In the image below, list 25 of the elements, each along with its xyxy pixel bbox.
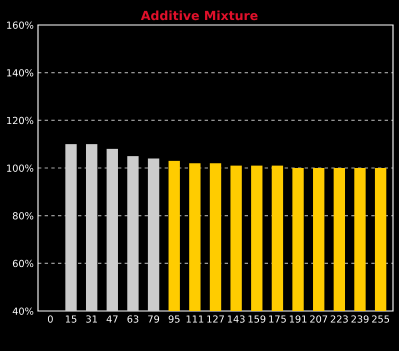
x-tick-label: 31 [86,315,97,323]
x-tick-label: 15 [66,315,76,323]
x-tick-label: 223 [330,315,348,323]
y-tick-label: 160% [7,21,34,29]
x-tick-label: 159 [248,315,266,323]
y-tick-label: 120% [7,116,34,124]
x-tick-label: 239 [351,315,369,323]
x-tick-label: 127 [207,315,224,323]
y-tick-label: 100% [7,164,34,172]
x-tick-label: 79 [148,315,160,323]
x-tick-label: 95 [168,315,180,323]
y-tick-label: 140% [7,69,34,76]
y-tick-label: 80% [12,212,34,220]
x-tick-label: 255 [372,315,390,323]
y-tick-label: 60% [12,260,34,268]
x-tick-label: 111 [186,315,204,323]
x-tick-label: 0 [48,315,53,323]
x-tick-label: 143 [228,315,245,323]
x-tick-label: 191 [290,315,306,323]
x-tick-label: 63 [127,315,138,323]
x-tick-label: 175 [269,315,286,323]
x-tick-label: 207 [310,315,328,323]
x-tick-label: 47 [106,315,118,323]
y-tick-label: 40% [12,307,34,315]
chart-title: Additive Mixture [140,10,258,20]
